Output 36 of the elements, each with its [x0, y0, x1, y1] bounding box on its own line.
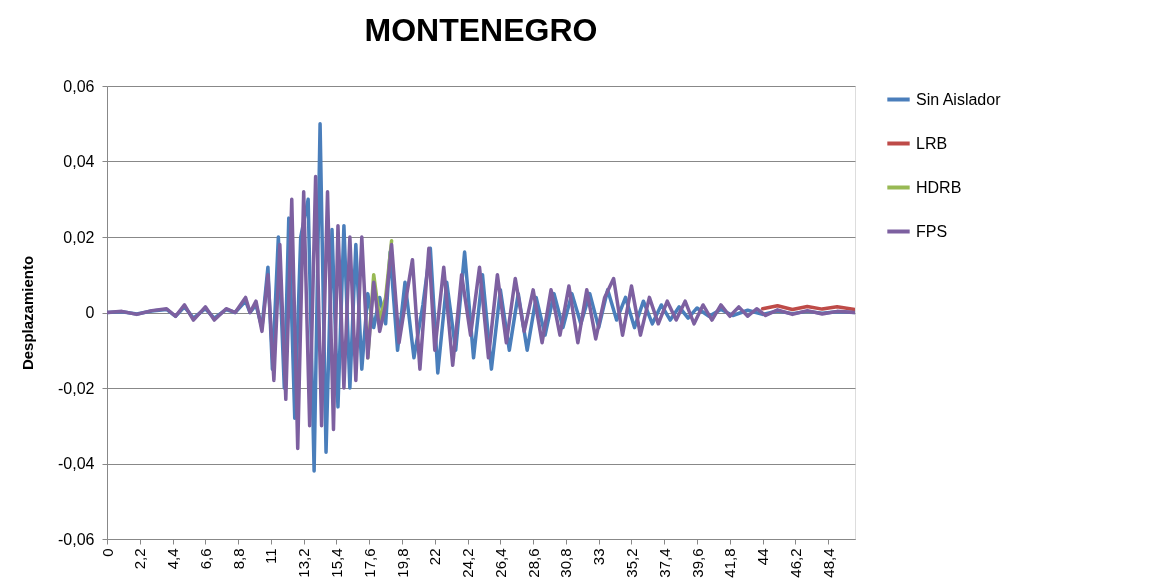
- x-tick-label: 0: [98, 548, 116, 557]
- x-tick-label: 2,2: [131, 548, 149, 570]
- x-tick-label: 35,2: [622, 548, 640, 578]
- x-tick-label: 28,6: [524, 548, 542, 578]
- x-tick-label: 30,8: [557, 548, 575, 578]
- x-tick-label: 46,2: [786, 548, 804, 578]
- x-tick-label: 39,6: [688, 548, 706, 578]
- chart-title: MONTENEGRO: [364, 12, 598, 48]
- y-tick-label: -0,02: [58, 379, 95, 397]
- y-axis-title: Desplazamiento: [19, 255, 37, 371]
- y-tick-label: -0,04: [58, 455, 95, 472]
- x-tick-label: 8,8: [229, 548, 247, 570]
- y-tick-label: 0,04: [63, 153, 95, 170]
- legend-label: HDRB: [916, 178, 962, 196]
- x-tick-label: 17,6: [360, 548, 378, 578]
- x-tick-label: 44: [754, 548, 772, 566]
- y-tick-label: 0: [85, 304, 95, 321]
- x-tick-label: 13,2: [295, 548, 313, 578]
- x-tick-label: 26,4: [491, 548, 509, 578]
- x-tick-label: 11: [262, 548, 280, 565]
- x-tick-label: 33: [590, 548, 608, 566]
- x-tick-label: 37,4: [655, 548, 673, 578]
- y-tick-label: 0,06: [63, 77, 95, 95]
- legend-label: Sin Aislador: [916, 90, 1002, 108]
- x-tick-label: 6,6: [196, 548, 214, 570]
- legend-label: FPS: [916, 222, 948, 240]
- x-tick-label: 22: [426, 548, 444, 566]
- x-tick-label: 15,4: [327, 548, 345, 578]
- y-tick-label: -0,06: [58, 530, 95, 548]
- x-tick-label: 41,8: [721, 548, 739, 578]
- x-tick-label: 48,4: [819, 548, 837, 578]
- x-tick-label: 19,8: [393, 548, 411, 578]
- y-tick-label: 0,02: [63, 228, 95, 246]
- x-tick-label: 24,2: [459, 548, 477, 578]
- legend-label: LRB: [916, 134, 948, 152]
- x-tick-label: 4,4: [164, 548, 182, 570]
